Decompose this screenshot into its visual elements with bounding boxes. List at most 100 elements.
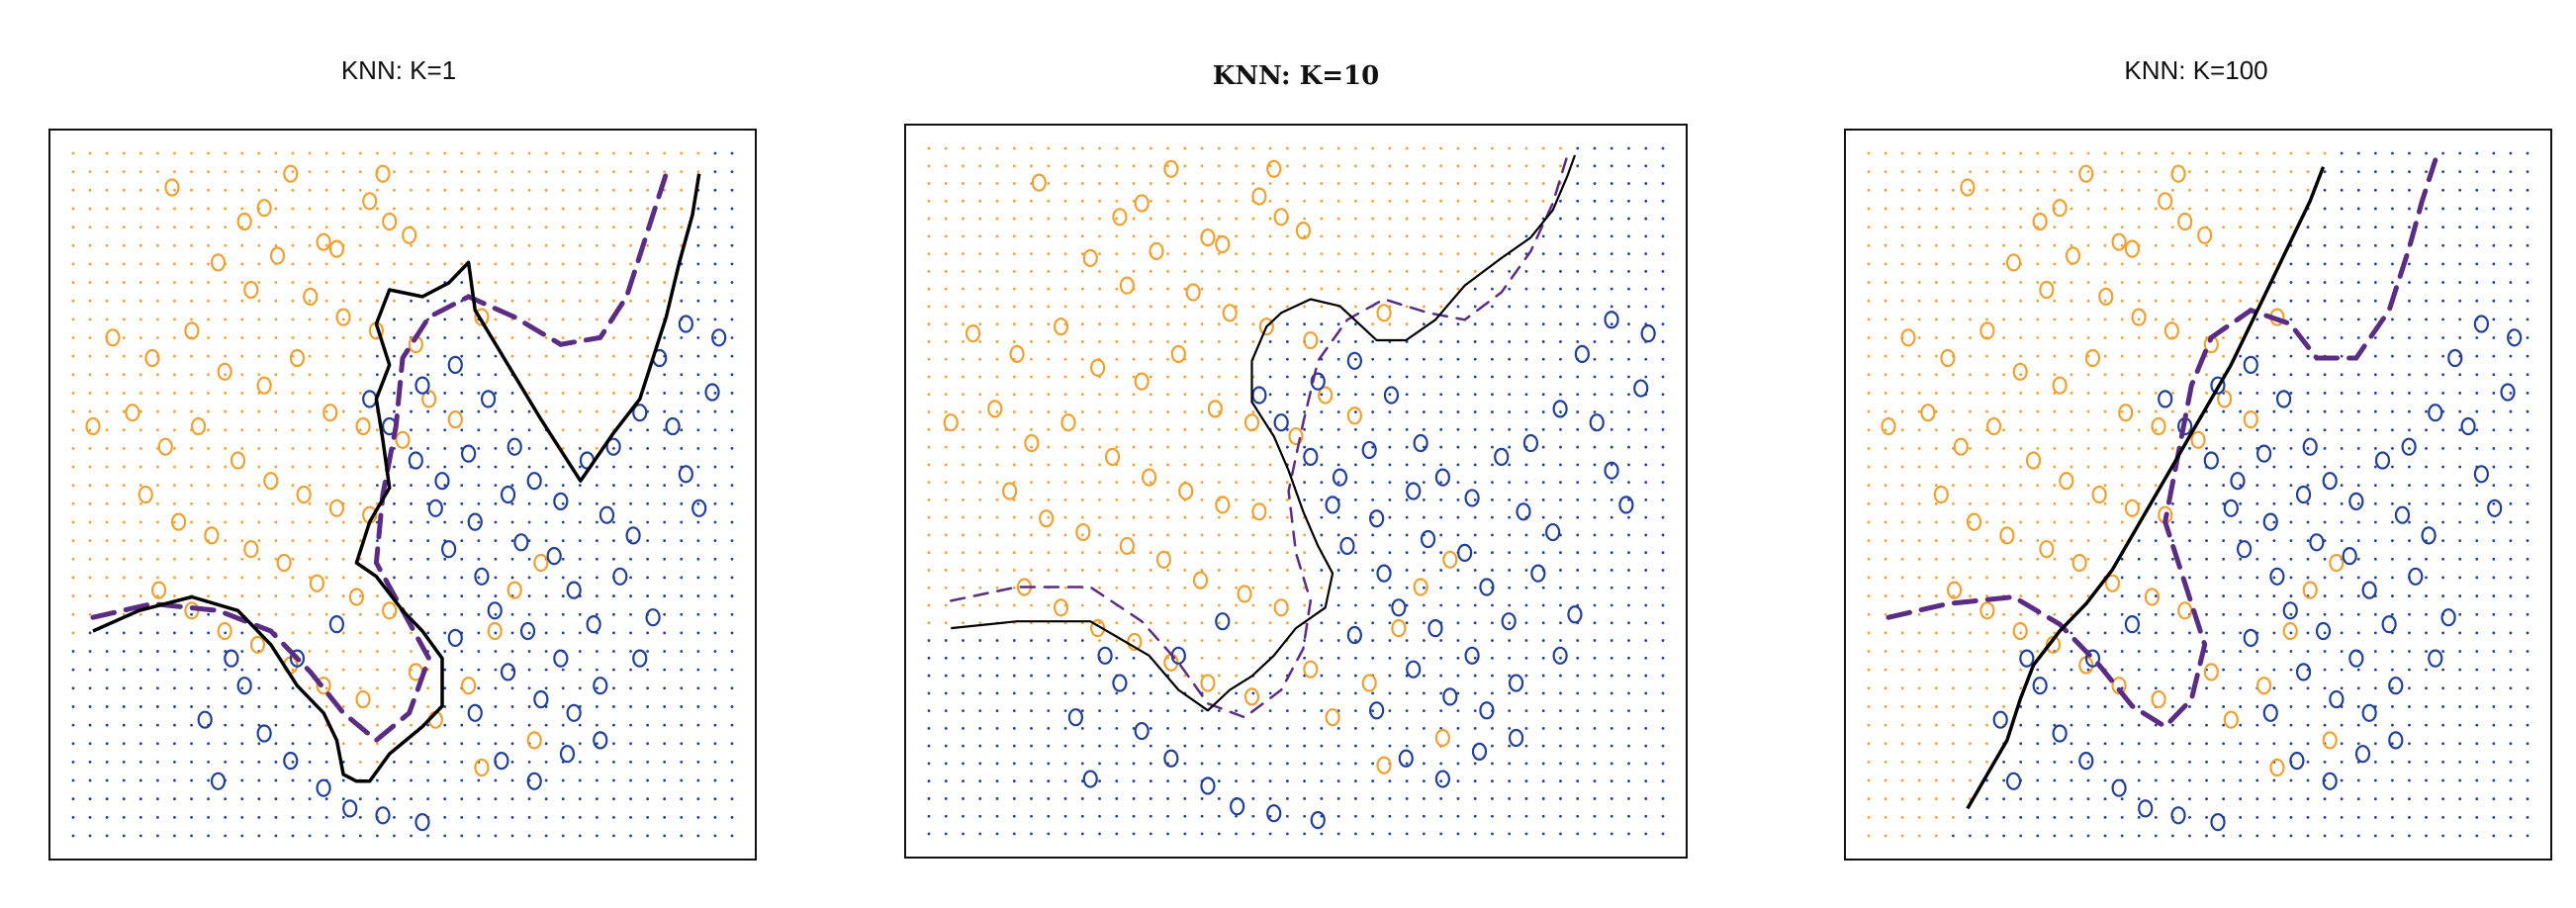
grid-dot <box>207 557 211 561</box>
grid-dot <box>2103 778 2107 782</box>
grid-dot <box>1884 243 1887 247</box>
grid-dot <box>2170 392 2174 395</box>
grid-dot <box>1080 639 1084 642</box>
grid-dot <box>1320 217 1324 221</box>
orange-point <box>1295 222 1312 240</box>
grid-dot <box>1030 481 1033 485</box>
grid-dot <box>2053 723 2057 727</box>
grid-dot <box>1030 463 1033 467</box>
grid-dot <box>190 778 193 782</box>
grid-dot <box>443 668 447 672</box>
grid-dot <box>443 446 447 450</box>
grid-dot <box>1012 603 1016 607</box>
grid-dot <box>2441 281 2445 284</box>
grid-dot <box>71 594 75 597</box>
grid-dot <box>1627 393 1630 397</box>
grid-dot <box>224 354 228 358</box>
grid-dot <box>1217 340 1221 343</box>
grid-dot <box>1508 603 1512 607</box>
grid-dot <box>2086 484 2090 488</box>
grid-dot <box>1867 243 1871 247</box>
grid-dot <box>1336 656 1340 660</box>
grid-dot <box>1508 357 1512 361</box>
grid-dot <box>629 668 632 672</box>
grid-dot <box>527 631 531 635</box>
grid-dot <box>2373 484 2377 488</box>
grid-dot <box>2205 576 2208 580</box>
grid-dot <box>1183 569 1187 572</box>
grid-dot <box>2425 778 2428 782</box>
grid-dot <box>595 318 598 321</box>
blue-point <box>1361 440 1377 460</box>
grid-dot <box>2272 668 2276 672</box>
blue-point <box>711 328 727 347</box>
grid-dot <box>561 409 565 413</box>
grid-dot <box>1951 742 1955 746</box>
orange-point <box>1024 433 1040 453</box>
grid-dot <box>2323 576 2327 580</box>
grid-dot <box>2120 834 2124 838</box>
grid-dot <box>696 557 700 561</box>
grid-dot <box>1559 217 1562 221</box>
grid-dot <box>324 815 328 819</box>
grid-dot <box>1012 427 1016 431</box>
grid-dot <box>1405 305 1409 309</box>
grid-dot <box>291 336 295 339</box>
grid-dot <box>1303 691 1307 695</box>
grid-dot <box>2425 631 2428 635</box>
grid-dot <box>1524 393 1528 397</box>
grid-dot <box>1115 515 1119 519</box>
grid-dot <box>2289 576 2293 580</box>
grid-dot <box>257 336 261 339</box>
grid-dot <box>2408 761 2411 764</box>
grid-dot <box>978 762 982 766</box>
grid-dot <box>1285 744 1289 748</box>
grid-dot <box>375 207 379 211</box>
grid-dot <box>1132 814 1136 818</box>
grid-dot <box>2272 281 2276 284</box>
grid-dot <box>1080 674 1084 678</box>
grid-dot <box>1524 182 1528 185</box>
grid-dot <box>2340 207 2344 211</box>
grid-dot <box>1166 515 1169 519</box>
grid-dot <box>324 281 328 284</box>
grid-dot <box>713 226 717 228</box>
grid-dot <box>2154 392 2158 395</box>
grid-dot <box>88 723 92 727</box>
grid-dot <box>510 797 514 801</box>
grid-dot <box>527 336 531 339</box>
grid-dot <box>1884 594 1887 597</box>
grid-dot <box>224 834 228 838</box>
grid-dot <box>1217 217 1221 221</box>
grid-dot <box>2340 336 2344 339</box>
grid-dot <box>477 428 481 432</box>
grid-dot <box>2441 188 2445 192</box>
grid-dot <box>257 815 261 819</box>
grid-dot <box>1934 539 1938 543</box>
grid-dot <box>2373 742 2377 746</box>
grid-dot <box>2103 336 2107 339</box>
grid-dot <box>2441 742 2445 746</box>
grid-dot <box>612 299 615 303</box>
grid-dot <box>578 170 582 174</box>
grid-dot <box>1030 146 1033 150</box>
grid-dot <box>1388 674 1392 678</box>
grid-dot <box>2222 723 2226 727</box>
grid-dot <box>1576 744 1580 748</box>
grid-dot <box>1576 269 1580 273</box>
grid-dot <box>2154 815 2158 819</box>
grid-dot <box>2239 188 2243 192</box>
grid-dot <box>274 815 278 819</box>
grid-dot <box>2441 686 2445 690</box>
grid-dot <box>2373 501 2377 505</box>
grid-dot <box>1047 744 1051 748</box>
grid-dot <box>2425 834 2428 838</box>
grid-dot <box>88 262 92 266</box>
grid-dot <box>629 557 632 561</box>
grid-dot <box>1080 234 1084 238</box>
grid-dot <box>443 428 447 432</box>
grid-dot <box>2373 318 2377 321</box>
grid-dot <box>1132 164 1136 168</box>
grid-dot <box>71 299 75 303</box>
grid-dot <box>1183 234 1187 238</box>
